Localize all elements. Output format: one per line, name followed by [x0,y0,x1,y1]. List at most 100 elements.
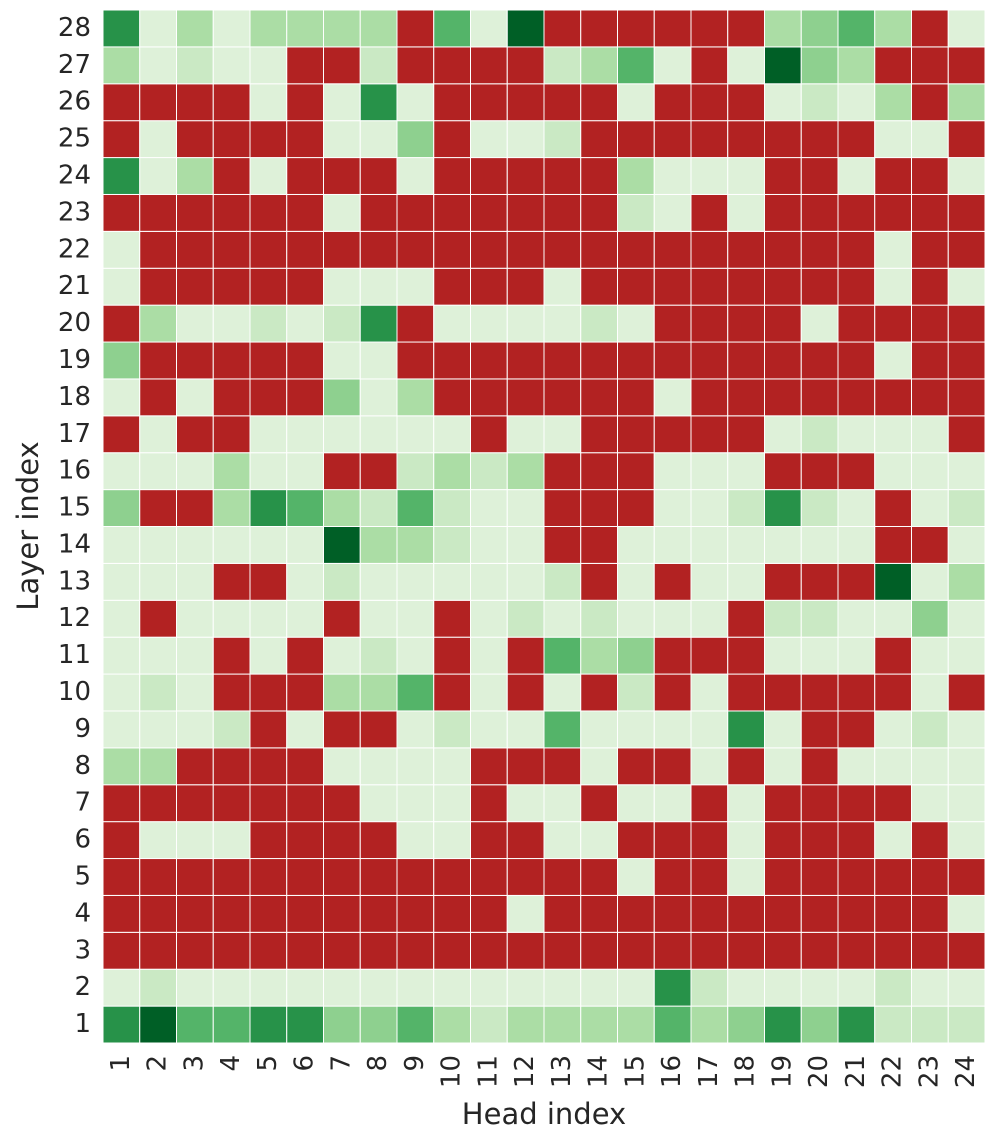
x-tick-label: 17 [694,1055,724,1088]
heatmap-cell [947,894,986,933]
heatmap-cell [323,747,361,786]
x-tick-label: 23 [914,1055,944,1088]
heatmap-cell [396,378,435,417]
heatmap-cell [727,157,765,195]
heatmap-cell [874,378,912,417]
heatmap-cell [323,83,361,122]
heatmap-cell [323,378,361,417]
heatmap-cell [690,784,729,823]
heatmap-cell [911,193,949,232]
heatmap-cell [543,378,582,417]
heatmap-cell [874,46,912,85]
heatmap-cell [359,341,398,380]
heatmap-cell [874,415,912,454]
heatmap-cell [800,304,839,343]
heatmap-cell [874,894,912,933]
heatmap-cell [837,46,876,85]
heatmap-cell [653,710,692,749]
heatmap-cell [506,378,545,417]
heatmap-cell [837,341,876,380]
heatmap-cell [139,636,177,675]
heatmap-cell [617,636,655,675]
heatmap-cell [764,267,802,306]
heatmap-cell [727,83,765,122]
heatmap-cell [359,1005,398,1044]
heatmap-cell [653,1005,692,1044]
heatmap-cell [323,784,361,823]
heatmap-cell [323,931,361,970]
heatmap-cell [396,489,435,528]
heatmap-cell [139,193,177,232]
heatmap-cell [690,267,729,306]
heatmap-cell [359,267,398,306]
heatmap-cell [176,157,214,195]
heatmap-cell [543,931,582,970]
heatmap-cell [433,83,471,122]
heatmap-cell [102,83,141,122]
heatmap-cell [470,931,508,970]
heatmap-cell [433,562,471,601]
heatmap-cell [249,673,288,712]
y-tick-label: 3 [74,935,91,965]
heatmap-cell [212,230,251,269]
heatmap-cell [470,821,508,860]
heatmap-cell [727,710,765,749]
heatmap-cell [947,710,986,749]
heatmap-cell [470,673,508,712]
heatmap-cell [617,526,655,564]
heatmap-cell [506,526,545,564]
heatmap-cell [911,636,949,675]
heatmap-cell [323,599,361,638]
heatmap-cell [433,157,471,195]
heatmap-cell [139,562,177,601]
heatmap-cell [470,83,508,122]
x-tick-label: 8 [363,1055,393,1072]
heatmap-cell [139,267,177,306]
heatmap-cell [764,636,802,675]
heatmap-cell [433,46,471,85]
heatmap-cell [764,341,802,380]
y-axis-title: Layer index [11,441,45,610]
heatmap-cell [470,710,508,749]
heatmap-cell [176,673,214,712]
heatmap-cell [470,120,508,159]
heatmap-cell [543,46,582,85]
heatmap-cell [800,120,839,159]
heatmap-cell [102,710,141,749]
heatmap-cell [396,341,435,380]
heatmap-cell [617,267,655,306]
heatmap-cell [249,230,288,269]
heatmap-cell [249,9,288,48]
heatmap-cell [764,858,802,896]
heatmap-cell [102,267,141,306]
heatmap-cell [433,894,471,933]
heatmap-cell [506,157,545,195]
heatmap-cell [323,267,361,306]
heatmap-cell [323,230,361,269]
heatmap-cell [470,562,508,601]
heatmap-cell [727,230,765,269]
y-tick-label: 23 [58,197,91,227]
heatmap-cell [212,1005,251,1044]
heatmap-cell [359,747,398,786]
heatmap-cell [396,636,435,675]
heatmap-cell [947,452,986,491]
x-tick-label: 20 [804,1055,834,1088]
heatmap-cell [653,415,692,454]
heatmap-cell [580,267,618,306]
heatmap-cell [580,489,618,528]
heatmap-cell [911,489,949,528]
heatmap-cell [911,784,949,823]
heatmap-cell [470,489,508,528]
heatmap-cell [102,526,141,564]
heatmap-cell [359,415,398,454]
heatmap-cell [727,267,765,306]
heatmap-cell [176,821,214,860]
heatmap-cell [359,193,398,232]
heatmap-cell [690,858,729,896]
heatmap-cell [286,968,324,1007]
heatmap-cell [911,526,949,564]
heatmap-cell [911,341,949,380]
heatmap-cell [176,784,214,823]
heatmap-cell [323,9,361,48]
